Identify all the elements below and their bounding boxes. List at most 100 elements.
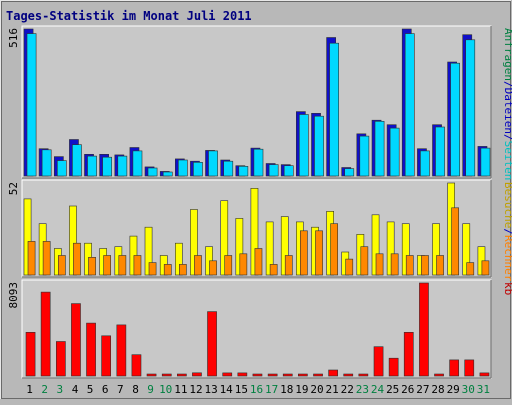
legend-entry-seiten: Seiten	[502, 141, 512, 181]
day-label-14: 14	[220, 383, 234, 396]
day-label-17: 17	[265, 383, 278, 396]
day-label-5: 5	[87, 383, 94, 396]
bar-besuche-day-18	[280, 216, 289, 276]
bar-rechner-day-4	[73, 242, 81, 276]
day-label-2: 2	[41, 383, 48, 396]
ymax-label-requests: 516	[7, 28, 20, 48]
bar-kb-day-23	[358, 373, 369, 377]
bar-rechner-day-18	[284, 255, 293, 276]
day-label-12: 12	[189, 383, 202, 396]
legend-visits: Besuche/Rechner	[502, 182, 512, 282]
bar-dateien-day-8	[132, 150, 143, 177]
ymax-label-traffic: 8093	[7, 282, 20, 309]
bar-dateien-day-13	[208, 150, 218, 177]
bar-rechner-day-10	[163, 264, 172, 276]
legend-separator: /	[502, 81, 512, 88]
bar-kb-day-20	[313, 373, 323, 377]
bar-kb-day-24	[373, 346, 384, 377]
bar-rechner-day-5	[88, 256, 96, 276]
bar-besuche-day-1	[23, 198, 32, 276]
bar-dateien-day-20	[314, 115, 324, 177]
bar-kb-day-28	[434, 373, 444, 377]
bar-besuche-day-9	[144, 226, 153, 276]
day-label-29: 29	[447, 383, 460, 396]
bar-kb-day-1	[25, 331, 36, 377]
bar-dateien-day-7	[117, 155, 128, 177]
bar-rechner-day-16	[254, 248, 263, 276]
bar-kb-day-3	[55, 341, 66, 377]
bar-dateien-day-18	[283, 165, 294, 177]
bar-dateien-day-14	[223, 160, 234, 177]
bar-dateien-day-3	[56, 160, 67, 177]
day-label-3: 3	[56, 383, 63, 396]
bar-dateien-day-23	[359, 135, 370, 177]
bar-dateien-day-2	[41, 149, 52, 177]
bar-rechner-day-9	[148, 262, 157, 276]
bar-dateien-day-26	[404, 33, 415, 177]
bar-dateien-day-30	[465, 39, 476, 177]
day-label-31: 31	[477, 383, 490, 396]
bar-rechner-day-13	[209, 260, 217, 276]
day-label-21: 21	[325, 383, 338, 396]
day-label-7: 7	[117, 383, 124, 396]
bar-besuche-day-24	[371, 214, 380, 276]
bar-kb-day-17	[267, 373, 278, 377]
bar-kb-day-31	[479, 372, 490, 377]
day-label-19: 19	[295, 383, 308, 396]
bar-dateien-day-16	[253, 148, 264, 177]
ymax-label-visits: 52	[7, 182, 20, 195]
bar-dateien-day-9	[147, 167, 158, 177]
bar-dateien-day-25	[389, 127, 400, 177]
day-label-18: 18	[280, 383, 293, 396]
bar-kb-day-25	[388, 357, 399, 377]
day-label-30: 30	[462, 383, 475, 396]
bar-kb-day-15	[237, 372, 248, 377]
bar-kb-day-30	[464, 359, 475, 377]
bar-besuche-day-26	[401, 223, 410, 276]
day-label-23: 23	[356, 383, 369, 396]
bar-rechner-day-6	[103, 255, 111, 276]
bar-kb-day-11	[177, 373, 187, 377]
day-label-20: 20	[310, 383, 323, 396]
bar-kb-day-7	[116, 324, 127, 377]
bar-kb-day-4	[71, 303, 81, 377]
bar-dateien-day-1	[26, 33, 37, 177]
bar-kb-day-21	[328, 369, 339, 377]
day-label-13: 13	[204, 383, 217, 396]
bar-kb-day-27	[419, 282, 429, 377]
bar-rechner-day-7	[118, 255, 127, 276]
bar-rechner-day-12	[194, 255, 202, 276]
bevel-dark	[1, 1, 511, 399]
bar-dateien-day-10	[162, 171, 173, 177]
bar-rechner-day-19	[299, 230, 308, 276]
bar-besuche-day-25	[386, 221, 395, 276]
bar-rechner-day-23	[360, 246, 369, 276]
bar-rechner-day-2	[42, 241, 51, 276]
bar-rechner-day-28	[436, 255, 444, 276]
bar-rechner-day-29	[451, 207, 460, 276]
bar-dateien-day-31	[480, 147, 491, 177]
bar-dateien-day-4	[72, 144, 82, 177]
day-label-15: 15	[235, 383, 248, 396]
legend-entry-anfragen: Anfragen	[502, 28, 512, 81]
day-label-26: 26	[401, 383, 414, 396]
bar-besuche-day-15	[235, 218, 244, 276]
bar-kb-day-19	[297, 373, 308, 377]
bar-besuche-day-30	[462, 223, 471, 276]
legend-entry-kb: kb	[502, 282, 512, 295]
day-label-25: 25	[386, 383, 399, 396]
bar-dateien-day-19	[298, 114, 309, 177]
bar-rechner-day-1	[27, 241, 36, 276]
legend-entry-besuche: Besuche	[502, 182, 512, 228]
bar-rechner-day-8	[133, 255, 142, 276]
bar-dateien-day-12	[193, 162, 203, 177]
day-label-6: 6	[102, 383, 109, 396]
bar-rechner-day-21	[330, 223, 339, 276]
bar-rechner-day-14	[224, 255, 233, 276]
bar-kb-day-10	[161, 373, 172, 377]
bar-rechner-day-30	[466, 262, 475, 276]
bar-besuche-day-12	[190, 209, 198, 276]
bar-kb-day-14	[222, 372, 233, 377]
